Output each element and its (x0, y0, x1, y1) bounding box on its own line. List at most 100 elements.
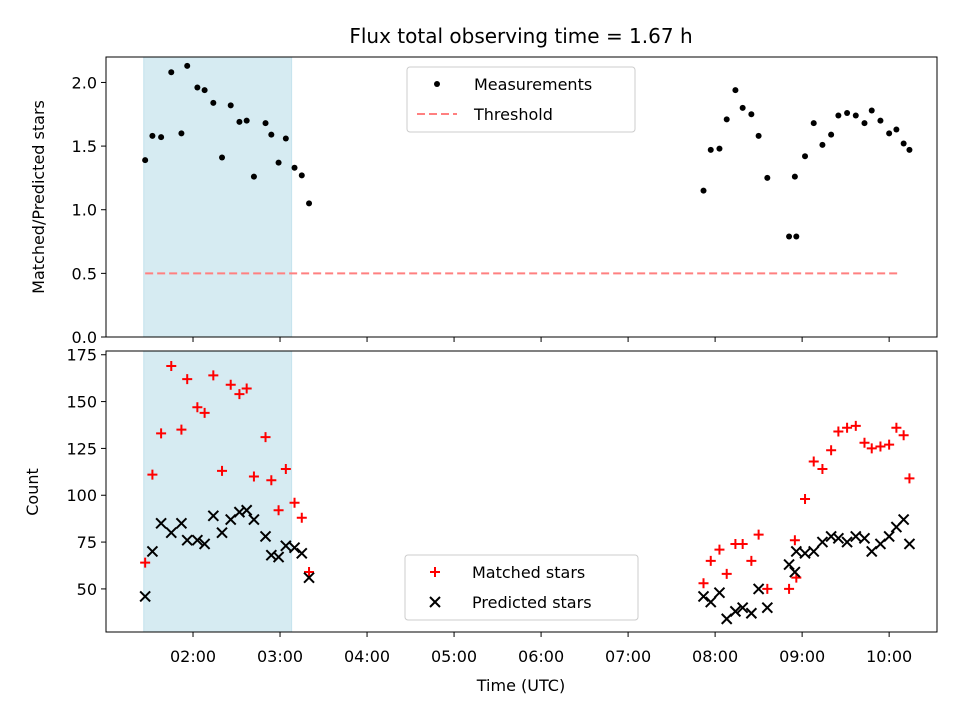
matched-star-point (225, 379, 236, 390)
axes-frame (105, 56, 938, 338)
predicted-star-point (207, 510, 220, 522)
matched-star-point (762, 583, 773, 594)
measurement-point (236, 118, 243, 125)
measurement-point (844, 110, 851, 116)
matched-star-point (808, 456, 819, 467)
matched-star-point (737, 538, 748, 549)
x-tick-label: 08:00 (692, 647, 738, 666)
measurement-point (900, 140, 907, 147)
predicted-star-point (736, 601, 749, 614)
measurement-point (275, 159, 282, 166)
matched-star-point (241, 383, 252, 394)
y-tick-label: 175 (66, 346, 97, 365)
predicted-star-point (783, 558, 795, 571)
matched-star-point (784, 583, 795, 594)
measurement-point (700, 187, 707, 194)
predicted-star-point (816, 536, 829, 548)
x-tick-label: 03:00 (257, 647, 303, 666)
measurement-point (868, 107, 875, 114)
measurement-point (886, 130, 893, 137)
measurement-point (716, 145, 723, 152)
measurement-point (828, 131, 835, 138)
measurement-point (262, 120, 269, 127)
predicted-star-point (790, 545, 803, 558)
measurement-point (298, 172, 305, 179)
predicted-star-point (146, 545, 159, 558)
measurement-point (194, 84, 201, 91)
predicted-star-point (296, 547, 308, 560)
y-tick-label: 1.5 (72, 137, 97, 156)
matched-star-point (182, 374, 193, 385)
bottom-y-axis-label: Count (23, 468, 42, 516)
matched-star-point (891, 422, 902, 433)
predicted-star-point (175, 517, 188, 530)
highlight-span (143, 56, 293, 338)
matched-star-point (217, 465, 228, 476)
predicted-star-point (752, 583, 765, 595)
measurement-point (219, 154, 226, 161)
predicted-star-point (761, 601, 774, 614)
y-tick-label: 150 (66, 393, 97, 412)
predicted-star-point (139, 590, 151, 603)
predicted-star-point (825, 530, 837, 543)
measurement-point (178, 130, 185, 137)
predicted-star-point (789, 566, 801, 578)
matched-star-point (273, 505, 284, 516)
predicted-star-point (897, 513, 910, 526)
legend-predicted-swatch (429, 596, 441, 608)
measurement-point (819, 141, 826, 148)
matched-star-point (199, 407, 210, 418)
y-tick-label: 0.0 (72, 328, 97, 347)
matched-star-point (208, 370, 219, 381)
measurement-point (168, 69, 175, 76)
predicted-star-point (248, 513, 260, 526)
y-tick-label: 100 (66, 486, 97, 505)
matched-star-point (140, 557, 151, 568)
measurement-point (291, 164, 298, 171)
matched-star-point (698, 578, 709, 589)
matched-star-point (166, 360, 177, 371)
matched-star-point (289, 497, 300, 508)
matched-star-point (904, 473, 915, 484)
matched-star-point (817, 464, 828, 475)
measurement-point (306, 200, 313, 207)
measurement-point (755, 132, 762, 139)
y-tick-label: 1.0 (72, 201, 97, 220)
legend-measurement-swatch (434, 81, 440, 87)
measurement-point (835, 112, 842, 119)
measurement-point (184, 62, 191, 69)
highlight-span (143, 350, 293, 633)
measurement-point (149, 132, 156, 139)
predicted-star-point (280, 540, 292, 552)
predicted-star-point (165, 527, 177, 539)
matched-star-point (705, 555, 716, 566)
predicted-star-point (181, 534, 193, 546)
measurement-point (877, 117, 884, 124)
legend-matched-swatch (430, 567, 440, 577)
predicted-star-point (191, 534, 204, 546)
measurement-point (906, 146, 913, 153)
matched-star-point (898, 430, 909, 441)
y-tick-label: 125 (66, 439, 97, 458)
predicted-star-point (729, 605, 742, 618)
measurement-point (158, 134, 165, 141)
predicted-star-point (799, 547, 811, 560)
y-tick-label: 75 (77, 533, 97, 552)
legend-label: Threshold (473, 105, 553, 124)
x-tick-label: 02:00 (170, 647, 216, 666)
axes-frame (105, 350, 938, 633)
predicted-star-point (697, 590, 710, 603)
measurement-point (748, 111, 755, 118)
matched-star-point (850, 420, 861, 431)
predicted-star-point (713, 586, 726, 599)
measurement-point (786, 233, 793, 240)
matched-star-point (266, 475, 277, 486)
matched-star-point (156, 428, 167, 439)
matched-star-point (714, 544, 725, 555)
y-tick-label: 0.5 (72, 264, 97, 283)
measurement-point (739, 104, 746, 111)
x-axis-label: Time (UTC) (476, 676, 565, 695)
measurement-point (250, 173, 257, 180)
measurement-point (243, 117, 250, 124)
